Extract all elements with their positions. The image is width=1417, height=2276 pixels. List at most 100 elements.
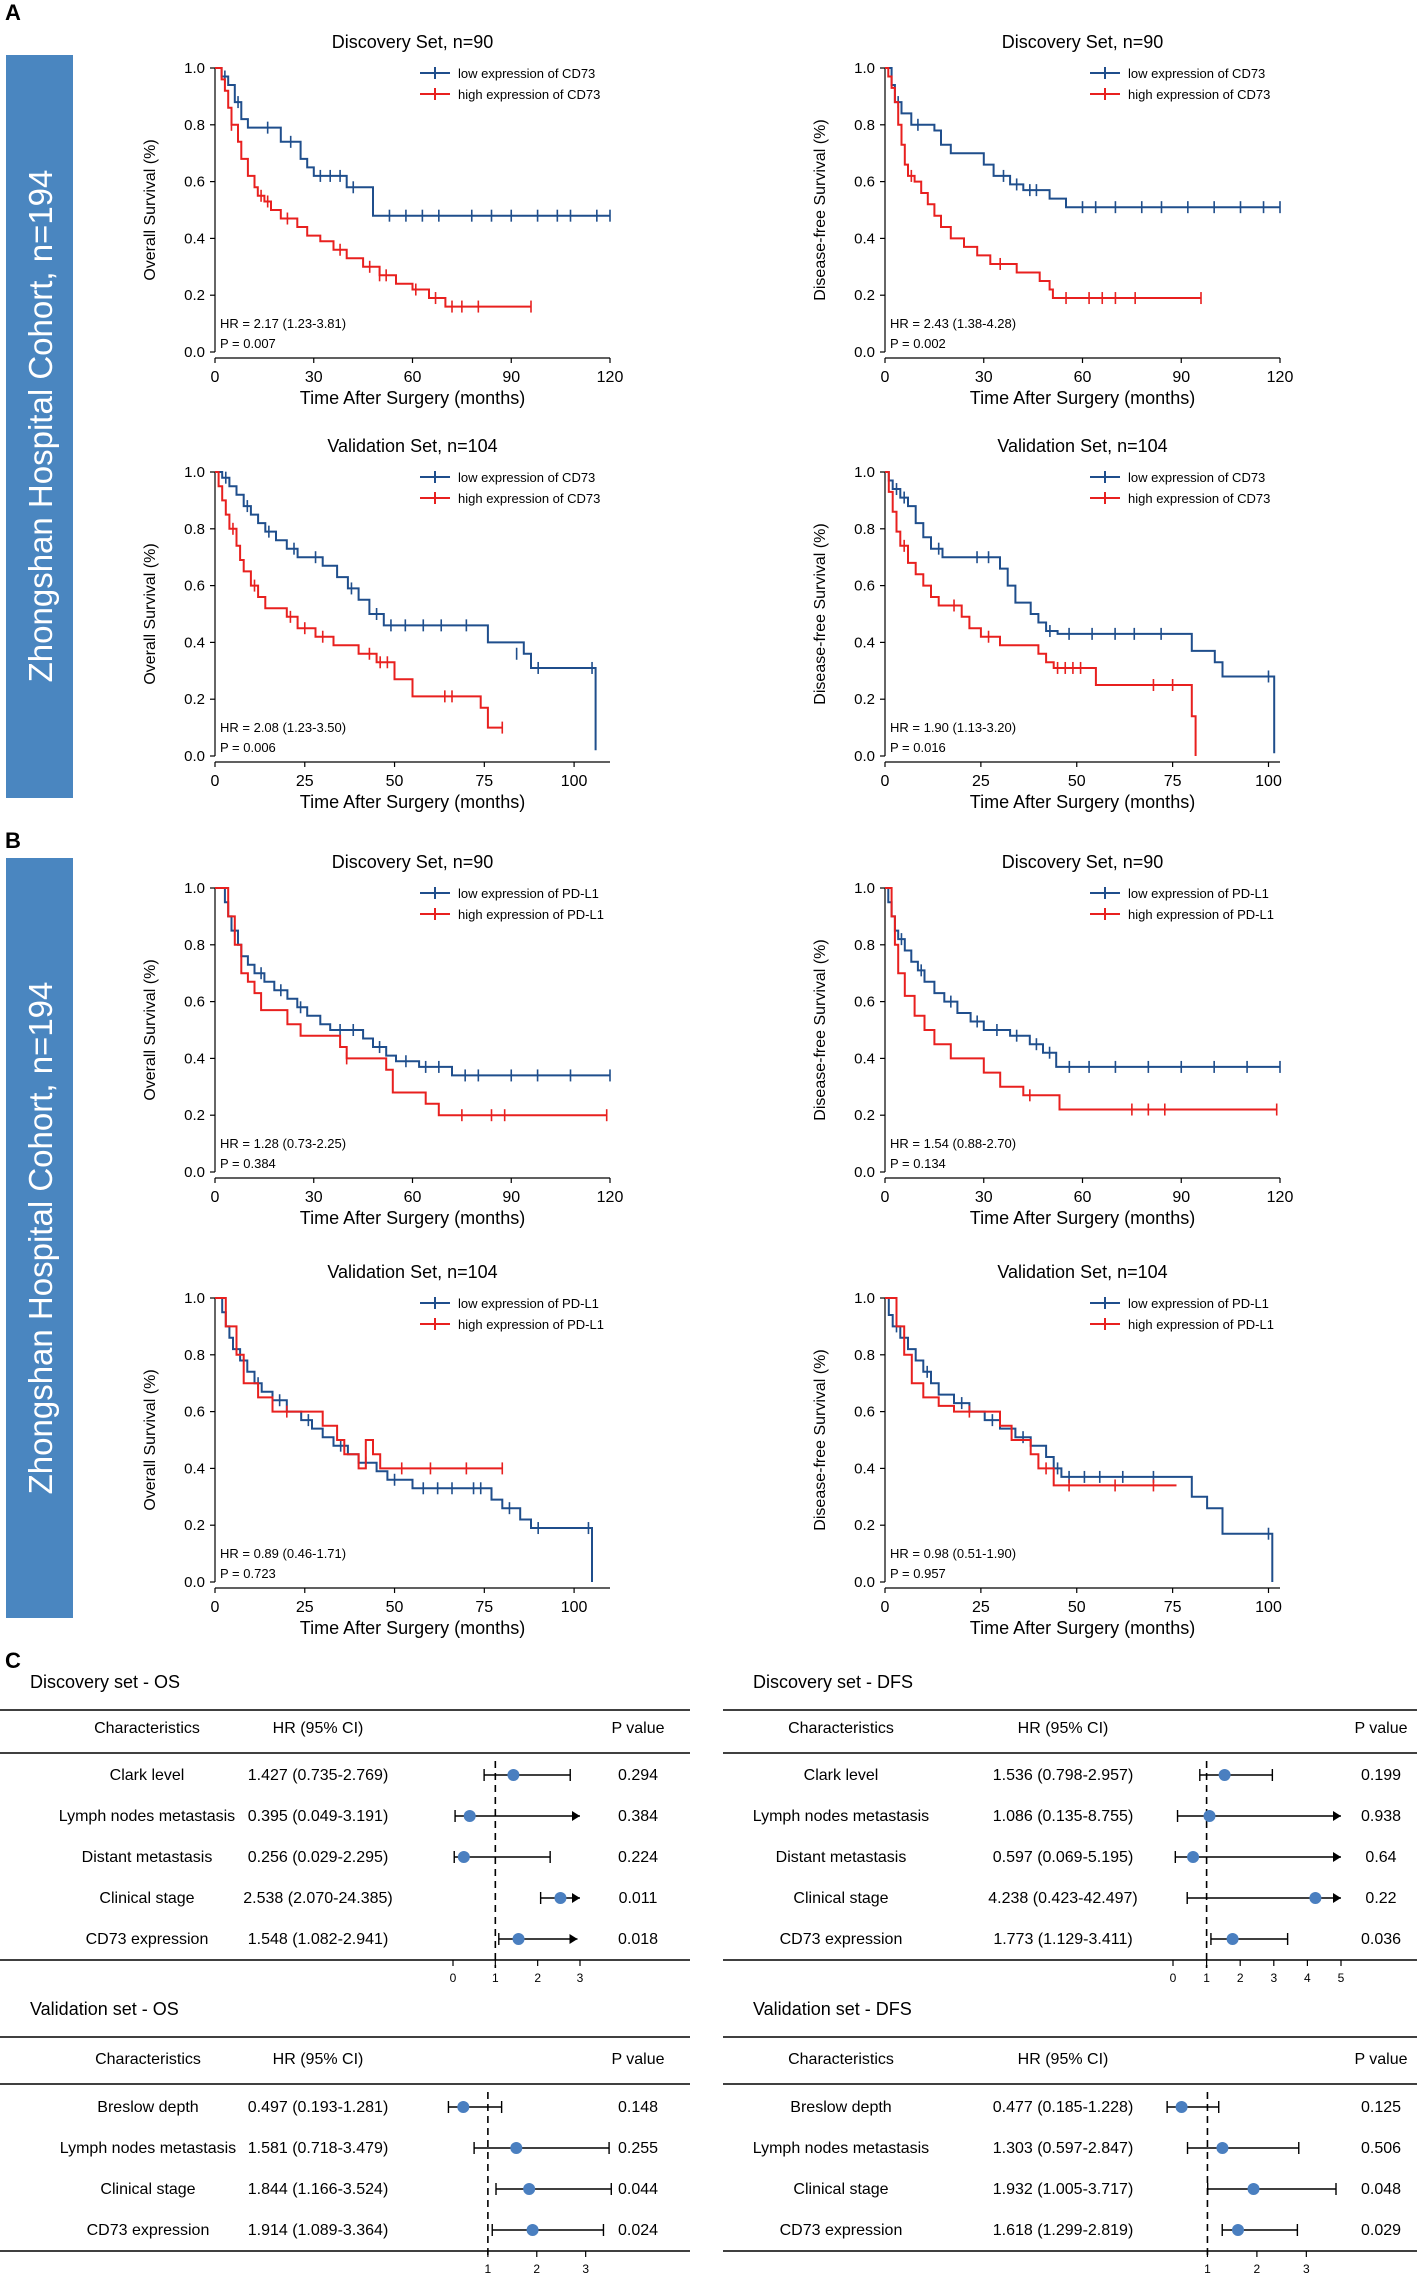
legend-label: low expression of PD-L1 xyxy=(1128,886,1269,901)
forest-x-tick-label: 2 xyxy=(534,1971,541,1985)
x-tick-label: 120 xyxy=(597,369,624,386)
row-label: Clinical stage xyxy=(99,1890,194,1907)
row-p-value: 0.384 xyxy=(618,1808,658,1825)
hazard-ratio-text: HR = 2.17 (1.23-3.81) xyxy=(220,316,346,331)
x-axis-label: Time After Surgery (months) xyxy=(970,792,1195,812)
y-tick-label: 0.2 xyxy=(184,691,205,708)
km-plots: Discovery Set, n=90 0 30 60 90 120 0.0 0.2 0.4 0.… xyxy=(142,32,1293,1638)
hr-point xyxy=(1232,2224,1245,2236)
hr-point xyxy=(1216,2142,1229,2154)
y-tick-label: 0.4 xyxy=(854,634,875,651)
header-p-value: P value xyxy=(611,1720,664,1737)
row-hr-ci: 1.303 (0.597-2.847) xyxy=(993,2140,1134,2157)
y-axis-label: Disease-free Survival (%) xyxy=(812,119,829,300)
x-tick-label: 50 xyxy=(1068,1599,1086,1616)
row-label: Clinical stage xyxy=(793,2181,888,2198)
y-tick-label: 0.8 xyxy=(854,521,875,538)
survival-curve-low xyxy=(885,1297,1274,1582)
km-plot-b_os_disc: Discovery Set, n=90 0 30 60 90 120 0.0 0.2 0.4 0.… xyxy=(142,852,623,1228)
y-tick-label: 0.2 xyxy=(854,287,875,304)
y-tick-label: 0.8 xyxy=(184,1347,205,1364)
km-plot-b_dfs_val: Validation Set, n=104 0 25 50 75 100 0.0 0.2 0.4… xyxy=(812,1262,1282,1638)
x-axis-label: Time After Surgery (months) xyxy=(300,792,525,812)
y-tick-label: 1.0 xyxy=(854,60,875,77)
header-hr: HR (95% CI) xyxy=(273,2051,364,2068)
x-tick-label: 60 xyxy=(1074,1189,1092,1206)
x-tick-label: 0 xyxy=(211,773,220,790)
y-tick-label: 1.0 xyxy=(184,464,205,481)
forest-plot-c_dfs_val: Validation set - DFS Characteristics HR (9… xyxy=(723,1999,1417,2276)
survival-curve-high xyxy=(885,887,1277,1111)
row-p-value: 0.029 xyxy=(1361,2222,1401,2239)
hr-point xyxy=(463,1810,476,1822)
x-tick-label: 100 xyxy=(561,1599,588,1616)
hazard-ratio-text: HR = 1.90 (1.13-3.20) xyxy=(890,720,1016,735)
forest-x-tick-label: 5 xyxy=(1338,1971,1345,1985)
survival-curve-low xyxy=(215,1297,593,1582)
row-label: CD73 expression xyxy=(780,2222,903,2239)
x-axis-label: Time After Surgery (months) xyxy=(970,1618,1195,1638)
row-hr-ci: 1.932 (1.005-3.717) xyxy=(993,2181,1134,2198)
hr-point xyxy=(1226,1933,1239,1945)
x-tick-label: 25 xyxy=(972,773,990,790)
cohort-label-a: Zhongshan Hospital Cohort, n=194 xyxy=(22,170,59,683)
y-tick-label: 0.4 xyxy=(854,1050,875,1067)
row-label: Clinical stage xyxy=(793,1890,888,1907)
forest-plot-c_os_val: Validation set - OS Characteristics HR (95… xyxy=(0,1999,690,2276)
forest-title: Discovery set - DFS xyxy=(753,1672,913,1692)
y-tick-label: 0.2 xyxy=(854,1107,875,1124)
km-plot-b_os_val: Validation Set, n=104 0 25 50 75 100 0.0 0.2 0.4… xyxy=(142,1262,610,1638)
row-p-value: 0.64 xyxy=(1365,1849,1396,1866)
x-tick-label: 75 xyxy=(1164,773,1182,790)
x-tick-label: 90 xyxy=(1172,369,1190,386)
p-value-text: P = 0.006 xyxy=(220,740,276,755)
row-label: Clark level xyxy=(110,1767,185,1784)
x-tick-label: 75 xyxy=(1164,1599,1182,1616)
x-tick-label: 75 xyxy=(475,773,493,790)
forest-title: Discovery set - OS xyxy=(30,1672,180,1692)
ci-arrow xyxy=(1333,1852,1341,1862)
legend-label: high expression of CD73 xyxy=(1128,491,1270,506)
row-label: Lymph nodes metastasis xyxy=(753,2140,929,2157)
x-axis-label: Time After Surgery (months) xyxy=(300,1618,525,1638)
ci-arrow xyxy=(572,1893,580,1903)
y-tick-label: 0.6 xyxy=(184,578,205,595)
row-hr-ci: 1.844 (1.166-3.524) xyxy=(248,2181,389,2198)
x-tick-label: 60 xyxy=(1074,369,1092,386)
y-axis-label: Overall Survival (%) xyxy=(142,139,159,280)
y-tick-label: 0.6 xyxy=(854,174,875,191)
row-p-value: 0.22 xyxy=(1365,1890,1396,1907)
survival-curve-low xyxy=(885,471,1276,754)
chart-title: Validation Set, n=104 xyxy=(997,436,1167,456)
x-tick-label: 100 xyxy=(561,773,588,790)
row-hr-ci: 1.427 (0.735-2.769) xyxy=(248,1767,389,1784)
y-tick-label: 1.0 xyxy=(854,1290,875,1307)
y-tick-label: 0.6 xyxy=(184,994,205,1011)
row-hr-ci: 1.773 (1.129-3.411) xyxy=(993,1931,1132,1948)
y-tick-label: 0.2 xyxy=(184,1107,205,1124)
x-axis-label: Time After Surgery (months) xyxy=(970,1208,1195,1228)
cohort-sidebar-a xyxy=(6,55,73,798)
row-hr-ci: 1.536 (0.798-2.957) xyxy=(993,1767,1134,1784)
p-value-text: P = 0.134 xyxy=(890,1156,946,1171)
legend-label: high expression of CD73 xyxy=(1128,87,1270,102)
forest-x-tick-label: 3 xyxy=(582,2262,589,2276)
forest-plot-c_os_disc: Discovery set - OS Characteristics HR (95%… xyxy=(0,1672,690,1985)
y-tick-label: 0.8 xyxy=(854,1347,875,1364)
row-hr-ci: 2.538 (2.070-24.385) xyxy=(243,1890,392,1907)
y-tick-label: 0.2 xyxy=(184,1517,205,1534)
x-tick-label: 25 xyxy=(296,1599,314,1616)
row-p-value: 0.018 xyxy=(618,1931,658,1948)
y-tick-label: 0.0 xyxy=(184,1574,205,1591)
p-value-text: P = 0.957 xyxy=(890,1566,946,1581)
legend-label: low expression of CD73 xyxy=(1128,470,1265,485)
row-p-value: 0.048 xyxy=(1361,2181,1401,2198)
forest-x-tick-label: 1 xyxy=(1204,2262,1211,2276)
chart-title: Validation Set, n=104 xyxy=(997,1262,1167,1282)
ci-arrow xyxy=(1333,1893,1341,1903)
y-axis-label: Disease-free Survival (%) xyxy=(812,523,829,704)
y-axis-label: Overall Survival (%) xyxy=(142,543,159,684)
y-tick-label: 0.4 xyxy=(184,230,205,247)
row-hr-ci: 1.581 (0.718-3.479) xyxy=(248,2140,389,2157)
